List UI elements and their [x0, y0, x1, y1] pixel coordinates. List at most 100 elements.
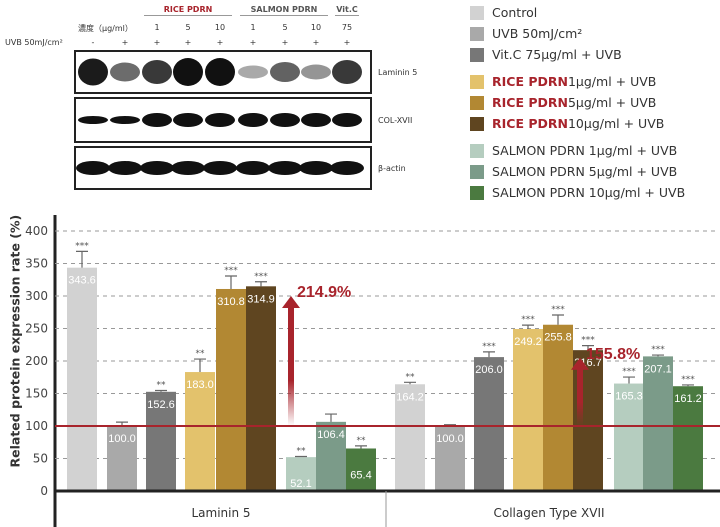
error-bar	[623, 376, 635, 384]
legend-swatch	[470, 95, 484, 110]
legend-prefix: RICE PDRN	[492, 116, 568, 131]
bar	[673, 386, 703, 491]
y-tick-label: 300	[25, 289, 48, 303]
significance-label: ***	[521, 315, 535, 325]
bactin-band	[171, 161, 205, 175]
colxvii-band	[301, 113, 331, 127]
error-bar	[155, 389, 167, 392]
legend-swatch	[470, 74, 484, 89]
colxvii-band	[78, 116, 108, 124]
y-tick-label: 100	[25, 419, 48, 433]
legend-label: SALMON PDRN 5μg/ml + UVB	[492, 164, 678, 179]
bar	[146, 391, 176, 491]
legend-item: Control	[470, 2, 685, 23]
data-label: 100.0	[436, 433, 464, 445]
error-bar	[582, 344, 594, 351]
significance-label: ***	[622, 367, 636, 377]
bar	[107, 426, 137, 491]
bar	[614, 383, 644, 491]
bactin-band	[330, 161, 364, 175]
error-bar	[355, 445, 367, 449]
significance-label: ***	[551, 305, 565, 315]
x-category-label: Laminin 5	[191, 506, 250, 520]
lane-conc: 5	[282, 23, 288, 32]
colxvii-band	[238, 113, 268, 127]
bar	[513, 329, 543, 491]
bar	[543, 324, 573, 491]
legend-swatch	[470, 143, 484, 158]
lane-conc: 1	[250, 23, 256, 32]
group-salmon: SALMON PDRN	[240, 5, 328, 16]
bactin-band	[299, 161, 333, 175]
increase-annotation: 214.9%	[297, 284, 351, 301]
data-label: 207.1	[644, 363, 672, 375]
legend-label: SALMON PDRN 1μg/ml + UVB	[492, 143, 678, 158]
legend-label: SALMON PDRN 10μg/ml + UVB	[492, 185, 686, 200]
legend-label: Vit.C 75μg/ml + UVB	[492, 47, 622, 62]
data-label: 164.2	[396, 391, 424, 403]
y-tick-label: 400	[25, 224, 48, 238]
significance-label: **	[357, 436, 367, 446]
data-label: 165.3	[615, 391, 643, 403]
legend-label: 5μg/ml + UVB	[567, 95, 657, 110]
bar-chart: 0 50 100 150 200 250 300 350 400 *** 343.6 100.0 ** 1…	[25, 215, 720, 527]
group-vitc: Vit.C	[335, 5, 359, 16]
legend-label: Control	[492, 5, 538, 20]
legend-item: Vit.C 75μg/ml + UVB	[470, 44, 685, 65]
legend-item: RICE PDRN 10μg/ml + UVB	[470, 113, 685, 134]
y-tick-label: 50	[33, 452, 48, 466]
laminin-band	[301, 64, 331, 80]
lane-uvb: -	[91, 38, 95, 47]
lane-uvb: +	[153, 38, 161, 47]
legend-label: 10μg/ml + UVB	[567, 116, 665, 131]
laminin-band	[332, 60, 362, 84]
error-bar	[194, 358, 206, 373]
legend-swatch	[470, 26, 484, 41]
data-label: 161.2	[674, 393, 702, 405]
increase-arrow-icon	[571, 357, 589, 426]
data-label: 183.0	[186, 379, 214, 391]
lane-uvb: +	[281, 38, 289, 47]
error-bar	[522, 324, 534, 330]
lane-uvb: +	[121, 38, 129, 47]
error-bar	[682, 384, 694, 387]
laminin-band	[110, 62, 140, 82]
bar	[435, 426, 465, 491]
data-label: 206.0	[475, 364, 503, 376]
bar	[286, 457, 316, 491]
data-label: 343.6	[68, 275, 96, 287]
data-label: 106.4	[317, 429, 345, 441]
legend-swatch	[470, 185, 484, 200]
bactin-band	[76, 161, 110, 175]
colxvii-band	[173, 113, 203, 127]
lane-conc: 10	[310, 23, 322, 32]
x-category-label: Collagen Type XVII	[493, 506, 604, 520]
error-bar	[404, 381, 416, 385]
data-label: 100.0	[108, 433, 136, 445]
y-axis-label: Related protein expression rate (%)	[7, 214, 23, 468]
error-bar	[76, 250, 88, 268]
legend-item: UVB 50mJ/cm²	[470, 23, 685, 44]
bar	[643, 356, 673, 491]
laminin-band	[238, 65, 268, 79]
significance-label: **	[297, 446, 307, 456]
lane-uvb: +	[184, 38, 192, 47]
laminin-band	[78, 58, 108, 86]
legend-swatch	[470, 5, 484, 20]
colxvii-band	[142, 113, 172, 127]
colxvii-band	[205, 113, 235, 127]
significance-label: ***	[75, 241, 89, 251]
significance-label: ***	[581, 336, 595, 346]
significance-label: **	[406, 372, 416, 382]
data-label: 52.1	[290, 478, 311, 490]
y-tick-label: 200	[25, 354, 48, 368]
error-bar	[552, 314, 564, 325]
significance-label: **	[157, 381, 167, 391]
blot-label-colxvii: COL-XVII	[378, 116, 413, 125]
legend-swatch	[470, 116, 484, 131]
data-label: 255.8	[544, 332, 572, 344]
lane-conc: 75	[341, 23, 353, 32]
error-bar	[295, 455, 307, 458]
data-label: 249.2	[514, 336, 542, 348]
y-tick-label: 350	[25, 257, 48, 271]
